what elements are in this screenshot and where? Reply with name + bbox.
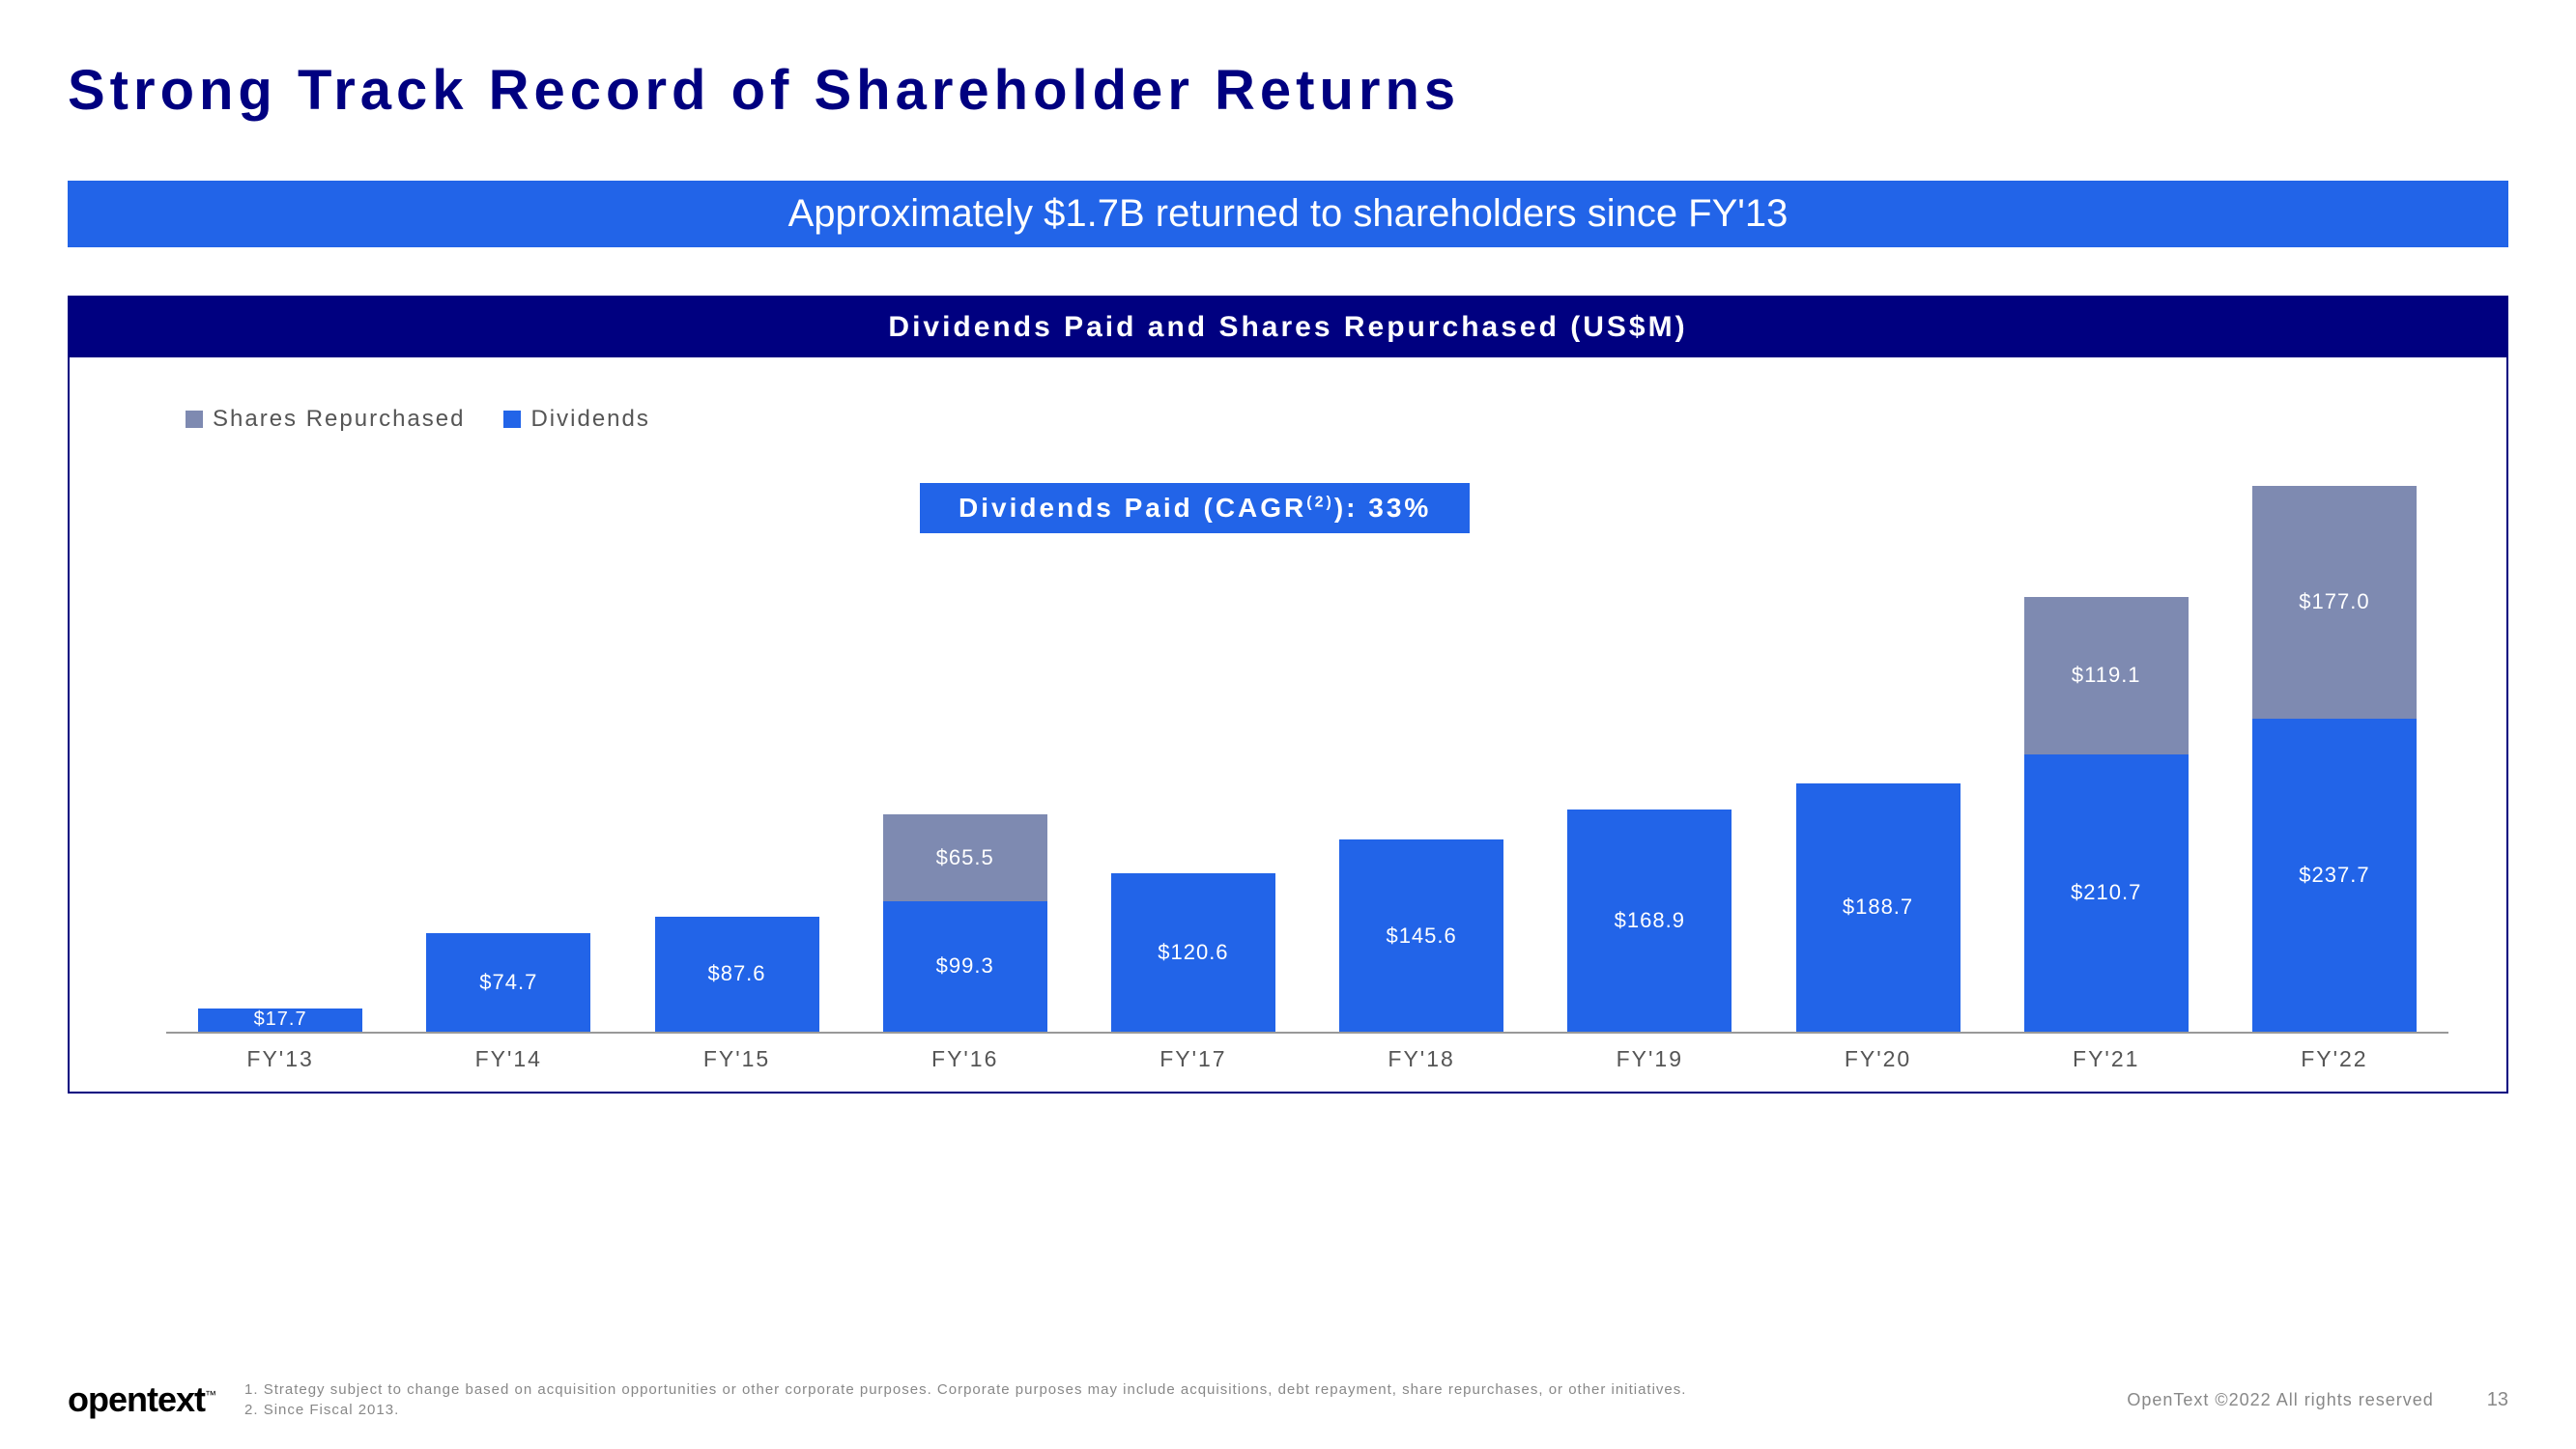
chart-title: Dividends Paid and Shares Repurchased (U… [70,298,2506,357]
x-axis-label: FY'18 [1307,1046,1535,1072]
bars-row: $17.7 $74.7 $87.6 $99.3$65.5 $120.6 $145.6 $16… [166,454,2448,1032]
legend-shares: Shares Repurchased [186,406,465,433]
x-axis-label: FY'16 [851,1046,1079,1072]
legend-swatch-shares [186,411,203,428]
x-axis-labels: FY'13FY'14FY'15FY'16FY'17FY'18FY'19FY'20… [166,1046,2448,1072]
x-axis-label: FY'13 [166,1046,394,1072]
bar-dividends: $87.6 [655,917,819,1032]
bar-dividends: $168.9 [1567,810,1732,1032]
bars-area: $17.7 $74.7 $87.6 $99.3$65.5 $120.6 $145.6 $16… [166,454,2448,1034]
bar-stack: $237.7$177.0 [2252,486,2417,1032]
bar-stack: $17.7 [198,1009,362,1032]
bar-group: $87.6 [622,454,850,1032]
bar-stack: $188.7 [1796,783,1961,1032]
bar-stack: $168.9 [1567,810,1732,1032]
x-axis-label: FY'22 [2220,1046,2448,1072]
summary-banner: Approximately $1.7B returned to sharehol… [68,181,2508,247]
bar-dividends: $99.3 [883,901,1047,1032]
footnote-2: 2. Since Fiscal 2013. [244,1400,2098,1420]
bar-group: $99.3$65.5 [851,454,1079,1032]
bar-dividends: $74.7 [426,933,590,1032]
footer: opentext™ 1. Strategy subject to change … [68,1379,2508,1420]
bar-group: $17.7 [166,454,394,1032]
footnote-1: 1. Strategy subject to change based on a… [244,1379,2098,1400]
page-number: 13 [2487,1389,2508,1411]
slide-title: Strong Track Record of Shareholder Retur… [68,58,2508,123]
copyright: OpenText ©2022 All rights reserved [2127,1390,2433,1410]
bar-group: $237.7$177.0 [2220,454,2448,1032]
bar-shares: $177.0 [2252,486,2417,719]
legend-label-shares: Shares Repurchased [213,406,465,433]
bar-stack: $145.6 [1339,839,1503,1032]
bar-shares: $119.1 [2024,597,2189,753]
bar-group: $120.6 [1079,454,1307,1032]
chart-legend: Shares Repurchased Dividends [186,406,650,433]
bar-stack: $74.7 [426,933,590,1032]
footnotes: 1. Strategy subject to change based on a… [244,1379,2098,1420]
chart-container: Dividends Paid and Shares Repurchased (U… [68,296,2508,1094]
bar-group: $74.7 [394,454,622,1032]
bar-group: $188.7 [1763,454,1991,1032]
bar-dividends: $120.6 [1111,873,1275,1032]
chart-body: Shares Repurchased Dividends Dividends P… [70,357,2506,1092]
bar-group: $168.9 [1535,454,1763,1032]
x-axis-label: FY'19 [1535,1046,1763,1072]
bar-dividends: $17.7 [198,1009,362,1032]
legend-label-dividends: Dividends [530,406,649,433]
bar-dividends: $188.7 [1796,783,1961,1032]
bar-group: $145.6 [1307,454,1535,1032]
x-axis-label: FY'15 [622,1046,850,1072]
legend-swatch-dividends [503,411,521,428]
legend-dividends: Dividends [503,406,649,433]
x-axis-label: FY'21 [1992,1046,2220,1072]
bar-shares: $65.5 [883,814,1047,900]
bar-stack: $120.6 [1111,873,1275,1032]
x-axis-label: FY'17 [1079,1046,1307,1072]
bar-dividends: $145.6 [1339,839,1503,1032]
bar-stack: $210.7$119.1 [2024,597,2189,1032]
bar-group: $210.7$119.1 [1992,454,2220,1032]
logo: opentext™ [68,1379,215,1420]
bar-stack: $99.3$65.5 [883,814,1047,1032]
x-axis-label: FY'20 [1763,1046,1991,1072]
x-axis-label: FY'14 [394,1046,622,1072]
bar-stack: $87.6 [655,917,819,1032]
logo-tm: ™ [205,1388,215,1402]
bar-dividends: $210.7 [2024,754,2189,1032]
bar-dividends: $237.7 [2252,719,2417,1032]
logo-text: opentext [68,1379,205,1419]
